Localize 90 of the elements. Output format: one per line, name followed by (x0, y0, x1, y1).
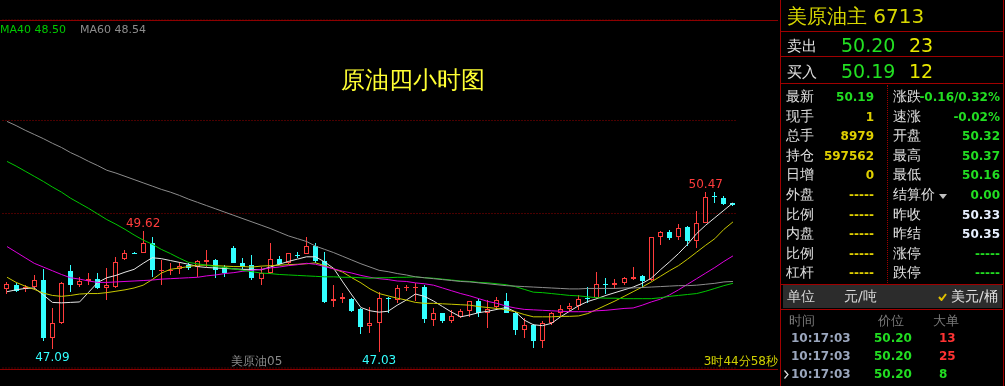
text: 最高 (893, 146, 921, 165)
text: ----- (849, 207, 874, 222)
text: 开盘 (893, 127, 921, 146)
text: 时间 (789, 312, 815, 330)
candlestick (367, 306, 373, 334)
candlestick (612, 278, 618, 289)
text: ----- (849, 227, 874, 242)
candlestick (721, 195, 727, 204)
candlestick (40, 268, 46, 342)
text: 美元/桶 (951, 288, 998, 306)
text: 最新 (786, 88, 814, 106)
text: 最低 (893, 166, 921, 185)
text: 跌停 (893, 264, 921, 283)
text: -0.16/0.32% (919, 90, 1000, 104)
text: 50.20 (874, 331, 912, 345)
annotation: 50.47 (688, 176, 723, 191)
annotation: 47.09 (35, 350, 70, 365)
candlestick (358, 309, 364, 335)
text: 总手 (786, 127, 814, 146)
text: 美原油主 6713 (787, 3, 925, 30)
text: 外盘 (786, 186, 814, 204)
text: 23 (909, 34, 934, 56)
candlestick (512, 312, 518, 336)
text: 昨收 (893, 205, 921, 224)
text: 50.19 (836, 90, 874, 104)
candlestick (4, 281, 10, 295)
candlestick (539, 320, 545, 349)
text: 元/吨 (844, 288, 877, 306)
text: 50.20 (874, 367, 912, 381)
text: 8979 (840, 129, 874, 144)
text: 内盘 (786, 225, 814, 244)
text: 50.35 (962, 227, 1000, 242)
text: ----- (849, 266, 874, 281)
text: 涨停 (893, 244, 921, 263)
text: 10:17:03 (791, 367, 851, 381)
text: 日增 (786, 166, 814, 185)
text: 结算价 (893, 186, 935, 204)
annotation: 47.03 (361, 353, 397, 368)
candlestick (294, 251, 300, 259)
text: 原油四小时图 (340, 65, 486, 96)
text: 比例 (786, 205, 814, 224)
text: 卖出 (787, 37, 817, 56)
text: 50.20 (841, 34, 896, 56)
text: 597562 (823, 148, 874, 163)
annotation: 49.62 (125, 216, 161, 231)
candlestick (421, 286, 427, 324)
annotation: 3时44分58秒 (703, 353, 778, 370)
candlestick (49, 307, 55, 350)
text: 价位 (878, 312, 904, 330)
text: 50.19 (841, 60, 896, 82)
text: 10:17:03 (791, 331, 851, 345)
text: 速涨 (893, 107, 921, 126)
text: 10:17:03 (791, 349, 851, 363)
text: ----- (975, 246, 1000, 261)
text: 12 (909, 60, 934, 82)
candlestick (349, 299, 355, 312)
text: 现手 (786, 107, 814, 126)
candlestick (376, 291, 382, 353)
text: -0.02% (953, 109, 1000, 124)
text: ----- (975, 266, 1000, 281)
text: ----- (849, 188, 874, 202)
candlestick (331, 284, 337, 308)
text: 0.00 (970, 188, 1000, 202)
text: 持仓 (786, 146, 814, 165)
text: 0 (865, 168, 874, 183)
text: 昨结 (893, 225, 921, 244)
text: 单位 (787, 288, 815, 306)
text: 50.33 (962, 207, 1000, 222)
text: 8 (939, 367, 948, 381)
text: 比例 (786, 244, 814, 263)
text: 13 (939, 331, 956, 345)
candlestick (621, 278, 627, 286)
text: MA60 48.54 (80, 23, 146, 36)
text: 买入 (787, 63, 817, 82)
text: 涨跌 (893, 88, 921, 106)
text: 50.37 (962, 148, 1000, 163)
candlestick (430, 307, 436, 327)
text: 大单 (933, 312, 959, 330)
text: ----- (849, 246, 874, 261)
candlestick (666, 229, 672, 241)
text: 50.20 (874, 349, 912, 363)
text: 25 (939, 349, 956, 363)
text: 杠杆 (786, 264, 814, 283)
annotation: 美原油05 (231, 353, 283, 370)
candlestick (340, 292, 346, 304)
text: MA40 48.50 (0, 23, 66, 36)
text: 50.16 (962, 168, 1000, 183)
candlestick (58, 282, 64, 324)
text: 50.32 (962, 129, 1000, 144)
text: 1 (865, 109, 874, 124)
